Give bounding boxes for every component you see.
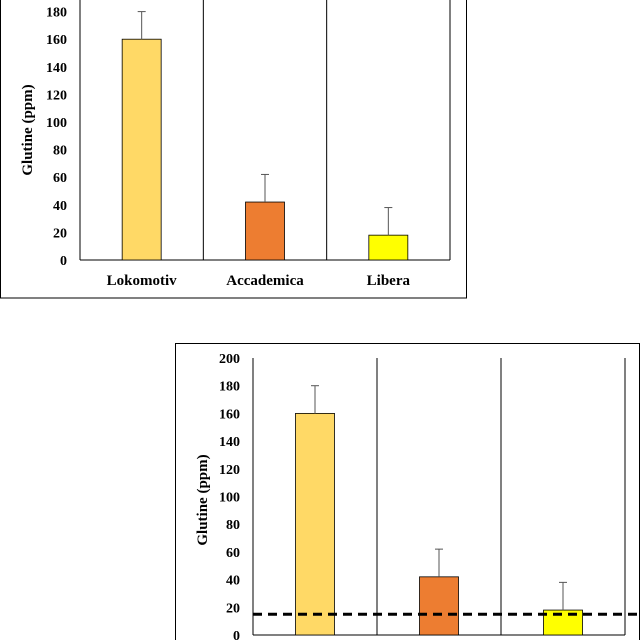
y-tick-label: 80 (226, 518, 240, 533)
chart-2: 0 20 40 60 80 100 120 140 160 180 200 Glutine (ppm) (175, 343, 640, 640)
y-axis-label: Glutine (ppm) (195, 454, 211, 545)
y-tick-label: 60 (226, 546, 240, 561)
y-tick-label: 60 (53, 171, 67, 186)
bar-3 (368, 234, 409, 261)
chart-frame (175, 343, 640, 640)
chart-frame (0, 0, 467, 299)
y-tick-label: 0 (233, 629, 240, 640)
y-tick-label: 120 (46, 88, 67, 103)
y-tick-label: 40 (226, 574, 240, 589)
y-tick-label: 20 (226, 601, 240, 616)
bar-2 (419, 576, 459, 636)
y-tick-label: 160 (219, 407, 240, 422)
bar-2 (245, 201, 285, 261)
y-tick-label: 100 (219, 491, 240, 506)
y-tick-label: 40 (53, 199, 67, 214)
y-tick-label: 20 (53, 226, 67, 241)
y-axis-label: Glutine (ppm) (20, 84, 36, 175)
chart-1: 0 20 40 60 80 100 120 140 160 180 Glutine (ppm) Lok… (0, 0, 467, 299)
y-tick-label: 120 (219, 463, 240, 478)
y-tick-label: 160 (46, 33, 67, 48)
y-tick-label: 180 (219, 380, 240, 395)
y-tick-label: 80 (53, 144, 67, 159)
y-tick-label: 100 (46, 116, 67, 131)
category-label: Libera (367, 273, 411, 289)
y-tick-label: 200 (219, 352, 240, 367)
bar-1 (295, 412, 335, 636)
y-tick-label: 0 (60, 254, 67, 269)
y-tick-label: 140 (219, 435, 240, 450)
y-tick-label: 180 (46, 6, 67, 21)
category-label: Lokomotiv (107, 273, 178, 289)
y-tick-label: 140 (46, 61, 67, 76)
category-label: Accademica (226, 273, 304, 289)
bar-1 (121, 38, 162, 261)
